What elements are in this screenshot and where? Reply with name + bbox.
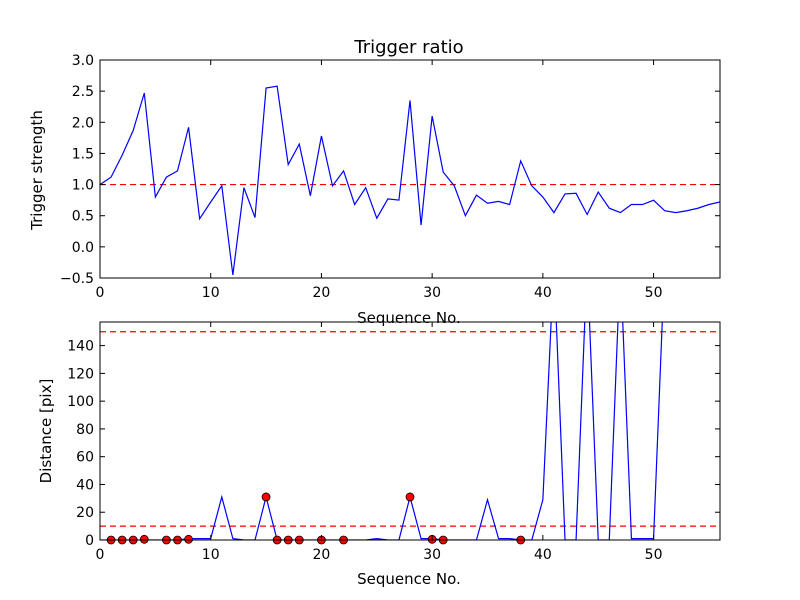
plot-content	[100, 85, 720, 275]
y-tick-label: 2.0	[72, 115, 94, 131]
y-tick-label: 2.5	[72, 84, 94, 100]
series-line	[100, 322, 663, 540]
distance-plot-area: 0 10 20 30 40 50 0 20 40 60 80 100 120 140	[67, 321, 721, 563]
y-tick-label: 3.0	[72, 53, 94, 69]
y-axis-label: Distance [pix]	[37, 379, 55, 484]
y-tick-label: 0.0	[72, 240, 94, 256]
y-tick-label: −0.5	[60, 271, 94, 287]
y-tick-label: 100	[67, 394, 94, 410]
y-tick-label: 80	[76, 422, 94, 438]
y-tick-label: 0.5	[72, 209, 94, 225]
x-tick-label: 20	[313, 285, 331, 301]
x-tick-label: 40	[534, 547, 552, 563]
data-point-marker	[184, 534, 193, 544]
y-tick-label: 20	[76, 505, 94, 521]
y-tick-label: 1.5	[72, 146, 94, 162]
data-point-marker	[261, 492, 271, 502]
axes-frame	[99, 59, 721, 279]
x-tick-label: 30	[423, 285, 441, 301]
axes-frame	[99, 321, 721, 541]
x-tick-label: 0	[96, 285, 105, 301]
plot-content	[100, 322, 720, 540]
y-axis-label: Trigger strength	[28, 110, 46, 231]
x-tick-label: 40	[534, 285, 552, 301]
x-tick-label: 30	[423, 547, 441, 563]
y-tick-label: 1.0	[72, 178, 94, 194]
x-axis-label: Sequence No.	[357, 309, 461, 327]
series-line	[100, 85, 720, 275]
x-axis-label: Sequence No.	[357, 570, 461, 588]
chart-title: Trigger ratio	[353, 37, 463, 58]
x-tick-label: 50	[645, 547, 663, 563]
data-point-marker	[405, 492, 415, 502]
trigger-ratio-plot-area: 0 10 20 30 40 50 −0.5 0.0 0.5 1.0 1.5 2.0 2.5 3.0	[60, 53, 721, 301]
y-tick-label: 120	[67, 366, 94, 382]
x-tick-label: 50	[645, 285, 663, 301]
x-tick-label: 20	[313, 547, 331, 563]
x-tick-label: 0	[96, 547, 105, 563]
data-point-marker	[139, 534, 149, 544]
y-tick-label: 140	[67, 339, 94, 355]
x-tick-label: 10	[202, 547, 220, 563]
x-tick-label: 10	[202, 285, 220, 301]
y-tick-label: 0	[85, 533, 94, 549]
distance-panel: 0 10 20 30 40 50 0 20 40 60 80 100 120 140 Sequence N…	[37, 321, 721, 588]
y-tick-label: 40	[76, 477, 94, 493]
y-tick-label: 60	[76, 450, 94, 466]
